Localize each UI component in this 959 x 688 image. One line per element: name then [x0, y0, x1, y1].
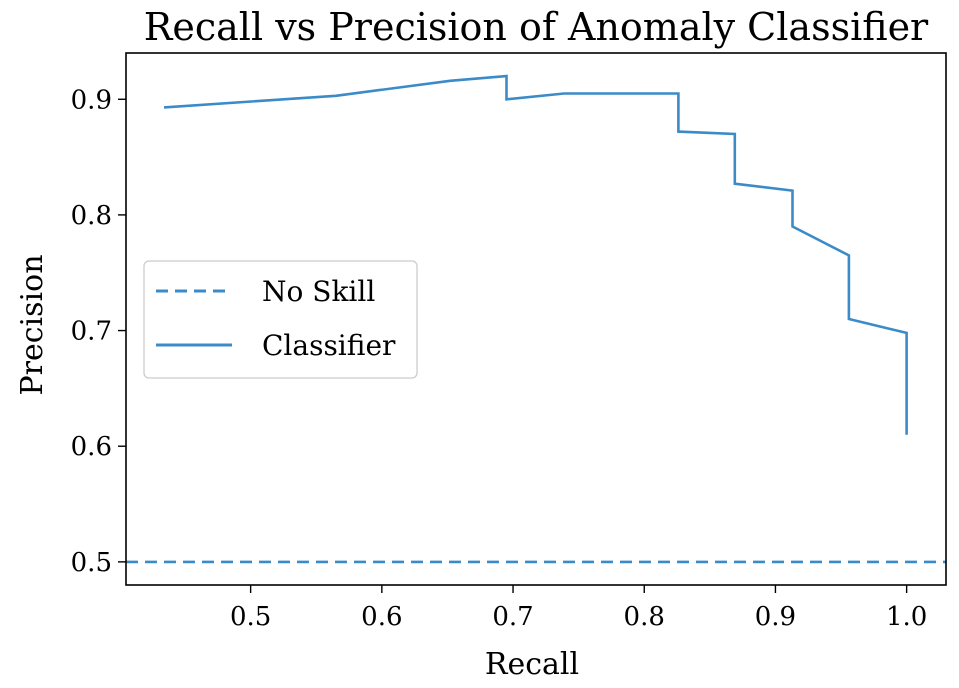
plot-frame [125, 52, 947, 586]
y-tick-label: 0.9 [71, 85, 112, 115]
x-tick-label: 0.8 [624, 602, 665, 632]
y-tick-label: 0.8 [71, 201, 112, 231]
legend-box [143, 260, 418, 379]
ticks: 0.5 0.6 0.7 0.8 0.9 1.0 0.5 0.6 0.7 0.8 0.9 [71, 85, 928, 632]
legend-label-no-skill: No Skill [262, 275, 375, 308]
x-tick-label: 0.6 [361, 602, 402, 632]
series-line-1 [163, 74, 908, 435]
y-tick-label: 0.6 [71, 432, 112, 462]
y-tick-label: 0.5 [71, 548, 112, 578]
x-tick-label: 0.5 [230, 602, 271, 632]
x-tick-label: 0.9 [755, 602, 796, 632]
x-tick-label: 0.7 [492, 602, 533, 632]
x-axis-label: Recall [485, 647, 579, 682]
legend-label-classifier: Classifier [262, 329, 396, 362]
series-group [126, 74, 946, 564]
y-axis-label: Precision [15, 254, 50, 395]
chart-title: Recall vs Precision of Anomaly Classifie… [144, 5, 929, 49]
x-tick-label: 1.0 [886, 602, 927, 632]
y-tick-label: 0.7 [71, 317, 112, 347]
legend: No Skill Classifier [143, 260, 418, 379]
